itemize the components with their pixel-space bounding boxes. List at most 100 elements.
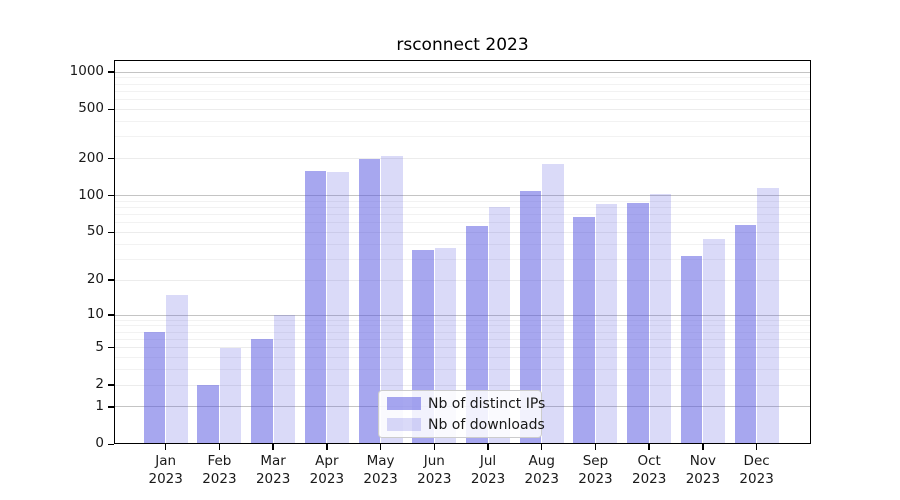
bar-distinct-ips	[680, 255, 703, 444]
y-tick-mark	[108, 71, 114, 73]
y-tick-mark	[108, 194, 114, 197]
bar-distinct-ips	[304, 171, 327, 444]
x-tick-label: Apr 2023	[309, 453, 345, 488]
bar-distinct-ips	[466, 226, 488, 444]
x-tick-label: May 2023	[363, 453, 398, 488]
legend-row-distinct-ips: Nb of distinct IPs	[387, 395, 545, 413]
gridline	[114, 136, 811, 138]
y-tick-mark	[108, 157, 114, 160]
x-tick-mark	[487, 444, 489, 451]
y-tick-mark	[108, 314, 114, 316]
bar-downloads	[703, 239, 725, 444]
chart-title: rsconnect 2023	[396, 35, 529, 55]
x-tick-label: Mar 2023	[255, 453, 291, 488]
x-tick-mark	[326, 444, 328, 451]
gridline	[114, 357, 811, 359]
gridline	[114, 243, 811, 245]
y-tick-label: 10	[86, 306, 104, 323]
x-tick-mark	[594, 444, 597, 451]
x-tick-mark	[164, 444, 167, 451]
y-tick-label: 500	[78, 100, 104, 117]
x-tick-label: Jul 2023	[470, 453, 506, 488]
x-tick-label: Dec 2023	[739, 453, 774, 488]
gridline	[114, 83, 811, 85]
y-tick-mark	[108, 443, 114, 446]
x-tick-mark	[433, 444, 436, 451]
gridline	[114, 195, 811, 197]
bar-downloads	[649, 194, 672, 444]
gridline	[114, 369, 811, 371]
x-tick-mark	[272, 444, 274, 451]
gridline	[114, 347, 811, 349]
y-tick-mark	[108, 384, 114, 386]
bar-distinct-ips	[143, 332, 166, 444]
x-tick-mark	[379, 444, 382, 451]
bar-downloads	[381, 155, 403, 444]
y-tick-label: 1000	[69, 63, 104, 79]
y-tick-label: 20	[86, 271, 104, 288]
y-tick-mark	[108, 346, 114, 349]
y-tick-mark	[108, 108, 114, 111]
gridline	[114, 200, 811, 202]
x-tick-label: Oct 2023	[631, 453, 667, 488]
gridline	[114, 214, 811, 216]
bar-distinct-ips	[251, 339, 273, 444]
bar-downloads	[166, 294, 188, 444]
y-tick-label: 0	[95, 435, 104, 452]
gridline	[114, 258, 811, 260]
gridline	[114, 99, 811, 100]
gridline	[114, 331, 811, 333]
y-tick-label: 5	[95, 338, 104, 355]
legend-row-downloads: Nb of downloads	[387, 416, 545, 434]
x-tick-label: Jan 2023	[148, 453, 183, 488]
gridline	[114, 338, 811, 340]
gridline	[114, 222, 811, 224]
x-tick-mark	[648, 444, 650, 451]
bar-distinct-ips	[519, 190, 542, 444]
y-tick-mark	[108, 231, 114, 234]
y-tick-label: 50	[86, 223, 104, 240]
gridline	[114, 77, 811, 79]
gridline	[114, 120, 811, 122]
bar-downloads	[488, 207, 511, 444]
y-tick-label: 2	[95, 376, 104, 393]
gridline	[114, 279, 811, 281]
gridline	[114, 319, 811, 321]
x-tick-label: Sep 2023	[578, 453, 613, 488]
bar-distinct-ips	[627, 203, 649, 444]
legend-swatch-distinct-ips-icon	[387, 397, 421, 410]
bar-distinct-ips	[358, 158, 381, 444]
bar-downloads	[273, 315, 296, 444]
y-tick-mark	[108, 406, 114, 408]
x-tick-mark	[218, 444, 221, 451]
legend-label-downloads: Nb of downloads	[428, 416, 545, 433]
x-tick-mark	[702, 444, 704, 451]
x-tick-mark	[540, 444, 543, 451]
x-tick-label: Feb 2023	[202, 453, 237, 488]
x-tick-label: Nov 2023	[685, 453, 721, 488]
gridline	[114, 314, 811, 316]
gridline	[114, 108, 811, 110]
bar-distinct-ips	[734, 224, 757, 444]
bar-downloads	[595, 204, 618, 444]
x-tick-mark	[755, 444, 758, 451]
bar-distinct-ips	[573, 216, 595, 444]
bar-downloads	[542, 164, 564, 444]
gridline	[114, 71, 811, 73]
gridline	[114, 231, 811, 233]
x-tick-label: Aug 2023	[524, 453, 559, 488]
legend-swatch-downloads-icon	[387, 418, 421, 431]
bar-downloads	[327, 172, 349, 444]
bar-downloads	[219, 347, 242, 444]
gridline	[114, 158, 811, 160]
y-tick-mark	[108, 279, 114, 281]
y-tick-label: 100	[78, 186, 104, 203]
y-tick-label: 200	[78, 149, 104, 166]
bar-distinct-ips	[197, 385, 219, 444]
legend-label-distinct-ips: Nb of distinct IPs	[428, 395, 546, 412]
gridline	[114, 90, 811, 92]
bar-layer	[114, 60, 811, 444]
gridline	[114, 325, 811, 327]
gridline	[114, 384, 811, 386]
gridline	[114, 206, 811, 208]
